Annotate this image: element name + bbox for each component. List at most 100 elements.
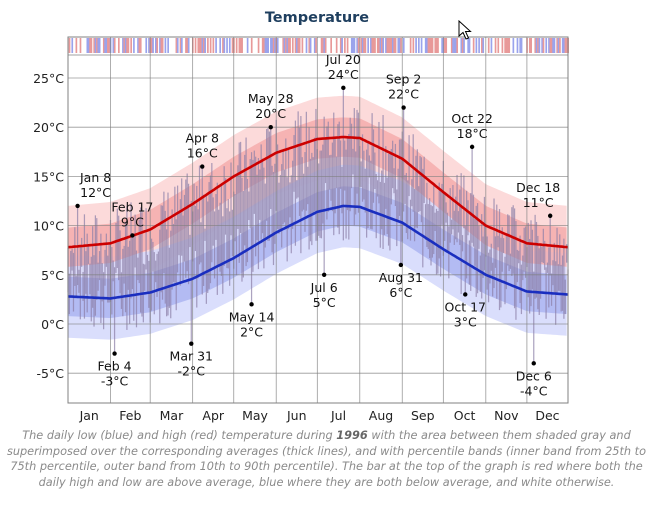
daily-bar — [444, 193, 446, 241]
top-bar-day — [296, 38, 298, 53]
daily-bar — [289, 182, 291, 218]
top-bar-day — [164, 38, 167, 53]
caption-text-before: The daily low (blue) and high (red) temp… — [22, 429, 337, 442]
daily-bar — [404, 174, 406, 204]
top-bar-day — [264, 38, 267, 53]
daily-bar — [252, 159, 254, 272]
daily-bar — [129, 240, 131, 324]
daily-bar — [79, 246, 81, 320]
top-bar-day — [107, 38, 109, 53]
daily-bar — [90, 256, 92, 322]
daily-bar — [172, 223, 175, 283]
top-bar-day — [418, 38, 420, 53]
top-bar-day — [301, 38, 304, 53]
x-month-label: May — [242, 408, 268, 423]
top-bar-day — [428, 38, 431, 53]
top-bar-day — [391, 38, 394, 53]
top-bar-day — [271, 38, 274, 53]
daily-bar — [413, 188, 416, 242]
top-bar-day — [104, 38, 106, 53]
daily-bar — [86, 233, 88, 313]
daily-bar — [139, 207, 142, 313]
daily-bar — [474, 218, 476, 266]
daily-bar — [176, 185, 179, 273]
top-bar-day — [154, 38, 157, 53]
daily-bar — [300, 116, 302, 254]
daily-bar — [531, 229, 533, 290]
daily-bar — [249, 159, 251, 229]
top-bar-day — [239, 38, 242, 53]
daily-bar — [364, 168, 366, 213]
top-bar-day — [181, 38, 183, 53]
daily-bar — [516, 249, 518, 283]
daily-bar — [175, 219, 177, 311]
top-bar-day — [420, 38, 423, 53]
top-bar-day — [87, 38, 90, 53]
daily-bar — [375, 173, 377, 239]
daily-bar — [87, 245, 90, 264]
daily-bar — [227, 199, 229, 269]
top-bar-day — [482, 38, 485, 53]
annotation-dot — [75, 203, 80, 209]
top-bar-day — [363, 38, 365, 53]
top-bar-day — [352, 38, 354, 53]
top-bar-day — [504, 38, 506, 53]
top-bar-day — [223, 38, 226, 53]
daily-bar — [237, 165, 239, 229]
annotation: Apr 816°C — [185, 131, 219, 169]
annotation: Feb 179°C — [111, 199, 153, 238]
top-bar-day — [186, 38, 189, 53]
daily-bar — [407, 180, 409, 240]
daily-bar — [193, 183, 195, 278]
daily-bar — [218, 209, 220, 267]
top-bar-day — [198, 38, 201, 53]
daily-bar — [452, 185, 454, 230]
daily-bar — [200, 222, 202, 263]
daily-bar — [256, 174, 258, 241]
daily-bar — [293, 135, 295, 192]
top-bar-day — [528, 38, 531, 53]
daily-bar — [475, 205, 477, 297]
top-bar-day — [71, 38, 74, 53]
top-bar-day — [371, 38, 374, 53]
annotation-value: 3°C — [454, 314, 477, 329]
daily-bar — [471, 146, 473, 243]
top-bar-day — [353, 38, 356, 53]
top-bar-day — [315, 38, 317, 53]
annotation-date: Jul 6 — [310, 280, 338, 295]
daily-bar — [349, 117, 351, 212]
top-bar-day — [200, 38, 202, 53]
top-bar-day — [289, 38, 291, 53]
daily-bar — [326, 126, 328, 220]
daily-bar — [167, 192, 169, 316]
annotation-value: 2°C — [240, 324, 263, 339]
daily-bar — [267, 128, 269, 241]
daily-bar — [133, 237, 135, 321]
top-bar-day — [468, 38, 471, 53]
daily-bar — [318, 163, 320, 236]
daily-bar — [386, 177, 388, 235]
daily-bar — [337, 124, 339, 228]
annotation-dot — [200, 164, 205, 169]
daily-bar — [366, 149, 368, 238]
daily-bar — [472, 194, 475, 247]
daily-bar — [437, 211, 439, 274]
daily-bar — [453, 210, 455, 245]
daily-bar — [156, 253, 158, 297]
daily-bar — [93, 255, 95, 327]
daily-bar — [81, 237, 83, 267]
top-bar-day — [226, 38, 228, 53]
daily-bar — [441, 183, 443, 225]
top-bar-day — [430, 38, 432, 53]
daily-bar — [85, 251, 87, 294]
top-bar-day — [402, 38, 405, 53]
daily-bar — [159, 229, 161, 324]
daily-bar — [548, 247, 550, 308]
daily-bar — [113, 267, 116, 354]
high-average-line — [67, 135, 569, 249]
y-axis-tick-labels: -5°C 0°C 5°C 10°C 15°C 20°C 25°C — [33, 71, 64, 381]
top-bar-day — [130, 38, 132, 53]
daily-bar — [505, 233, 507, 290]
daily-bar — [292, 160, 294, 229]
daily-bar — [234, 194, 236, 242]
